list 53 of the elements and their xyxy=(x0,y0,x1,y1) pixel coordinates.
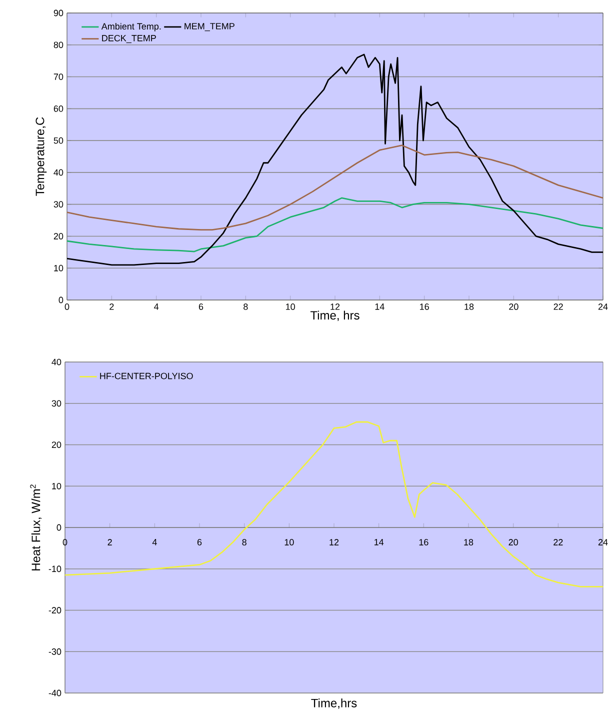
y-tick-label: 20 xyxy=(52,442,62,448)
x-tick-label: 8 xyxy=(244,304,248,310)
x-tick-label: 14 xyxy=(374,539,384,546)
x-tick-label: 24 xyxy=(598,304,608,310)
legend-label: HF-CENTER-POLYISO xyxy=(100,372,193,380)
y-tick-label: 90 xyxy=(54,10,64,16)
x-tick-label: 18 xyxy=(464,539,474,546)
y-tick-label: 30 xyxy=(52,400,62,407)
x-axis-title: Time,hrs xyxy=(311,698,357,709)
x-tick-label: 0 xyxy=(62,539,68,546)
x-axis-title: Time, hrs xyxy=(310,310,360,321)
y-tick-label: 60 xyxy=(54,105,64,112)
legend-label: MEM_TEMP xyxy=(184,23,234,32)
y-tick-label: 10 xyxy=(54,264,64,272)
y-tick-label: -20 xyxy=(48,607,62,614)
x-tick-label: 10 xyxy=(286,304,295,310)
x-tick-label: 14 xyxy=(375,304,384,310)
y-tick-label: -30 xyxy=(48,648,62,655)
x-tick-label: 20 xyxy=(508,539,518,546)
y-axis-title: Heat Flux, W/m$^{2}$ xyxy=(30,484,42,570)
x-tick-label: 10 xyxy=(284,539,294,546)
x-tick-label: 16 xyxy=(419,539,428,546)
x-tick-label: 24 xyxy=(598,539,608,546)
x-tick-label: 6 xyxy=(197,539,202,546)
x-tick-label: 6 xyxy=(198,304,204,310)
y-tick-label: 30 xyxy=(54,201,64,208)
y-tick-label: 50 xyxy=(54,137,64,144)
y-tick-label: 70 xyxy=(54,74,64,80)
y-tick-label: 10 xyxy=(52,482,62,490)
x-tick-label: 20 xyxy=(509,304,518,310)
y-tick-label: 20 xyxy=(54,233,64,240)
y-tick-label: 0 xyxy=(58,296,64,304)
x-tick-label: 2 xyxy=(108,539,112,546)
y-tick-label: 80 xyxy=(54,42,64,48)
y-tick-label: -40 xyxy=(48,690,62,696)
x-tick-label: 22 xyxy=(554,304,563,310)
x-tick-label: 8 xyxy=(242,539,246,546)
y-tick-label: 40 xyxy=(52,358,62,366)
x-tick-label: 12 xyxy=(330,304,340,310)
x-tick-label: 12 xyxy=(330,539,339,546)
y-tick-label: 40 xyxy=(54,169,64,176)
y-tick-label: 0 xyxy=(56,524,62,531)
x-tick-label: 18 xyxy=(464,304,474,310)
x-tick-label: 4 xyxy=(152,539,157,546)
x-tick-label: 22 xyxy=(554,539,563,546)
legend-label: DECK_TEMP xyxy=(102,34,156,44)
legend-label: Ambient Temp. xyxy=(101,22,161,32)
y-axis-title: Temperature,C xyxy=(36,117,47,196)
y-tick-label: -10 xyxy=(48,566,62,572)
x-tick-label: 0 xyxy=(64,304,70,310)
x-tick-label: 4 xyxy=(154,304,159,310)
x-tick-label: 16 xyxy=(420,304,429,310)
x-tick-label: 2 xyxy=(110,304,114,310)
